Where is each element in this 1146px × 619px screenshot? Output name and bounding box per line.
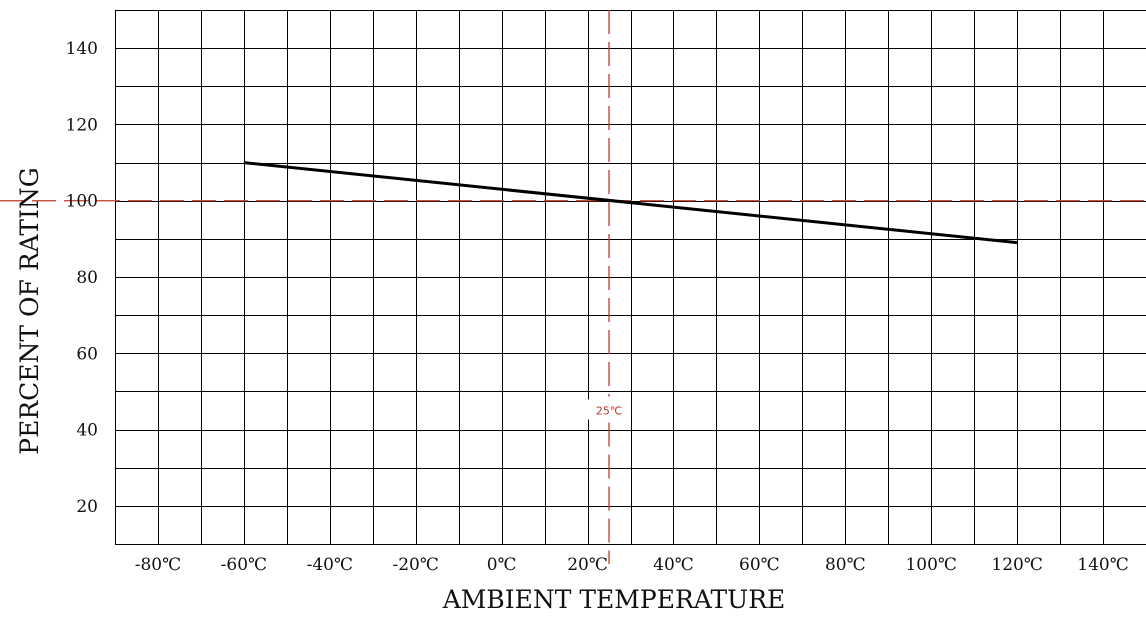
x-tick-label: 120℃ [991,555,1042,575]
y-tick-label: 40 [76,421,98,441]
x-tick-label: 100℃ [905,555,956,575]
y-tick-label: 60 [76,344,98,364]
series-layer [243,161,1018,245]
x-axis-title: AMBIENT TEMPERATURE [442,585,786,614]
y-tick-labels: 20 40 60 80 100 120 140 [66,39,98,517]
reference-label-background [587,399,632,420]
x-tick-label: 0℃ [487,555,517,575]
y-tick-label: 120 [66,115,98,135]
reference-label-25c: 25℃ [596,405,622,418]
y-axis-title: PERCENT OF RATING [15,167,44,454]
x-tick-label: 60℃ [739,555,780,575]
reference-lines: 25℃ [0,10,1146,564]
x-tick-label: -40℃ [307,555,353,575]
y-tick-label: 20 [76,497,98,517]
y-tick-label: 80 [76,268,98,288]
x-tick-labels: -80℃ -60℃ -40℃ -20℃ 0℃ 20℃ 40℃ 60℃ 80℃ 100℃ 120℃ 14… [135,555,1129,575]
y-tick-label: 140 [66,39,98,59]
x-tick-label: 140℃ [1077,555,1128,575]
x-tick-label: -80℃ [135,555,181,575]
series-line-0 [243,161,1018,245]
x-tick-label: 40℃ [653,555,694,575]
y-tick-label: 100 [66,192,98,212]
x-tick-label: 80℃ [825,555,866,575]
x-tick-label: -60℃ [221,555,267,575]
x-tick-label: -20℃ [393,555,439,575]
x-tick-label: 20℃ [567,555,608,575]
grid-lines [115,10,1146,545]
